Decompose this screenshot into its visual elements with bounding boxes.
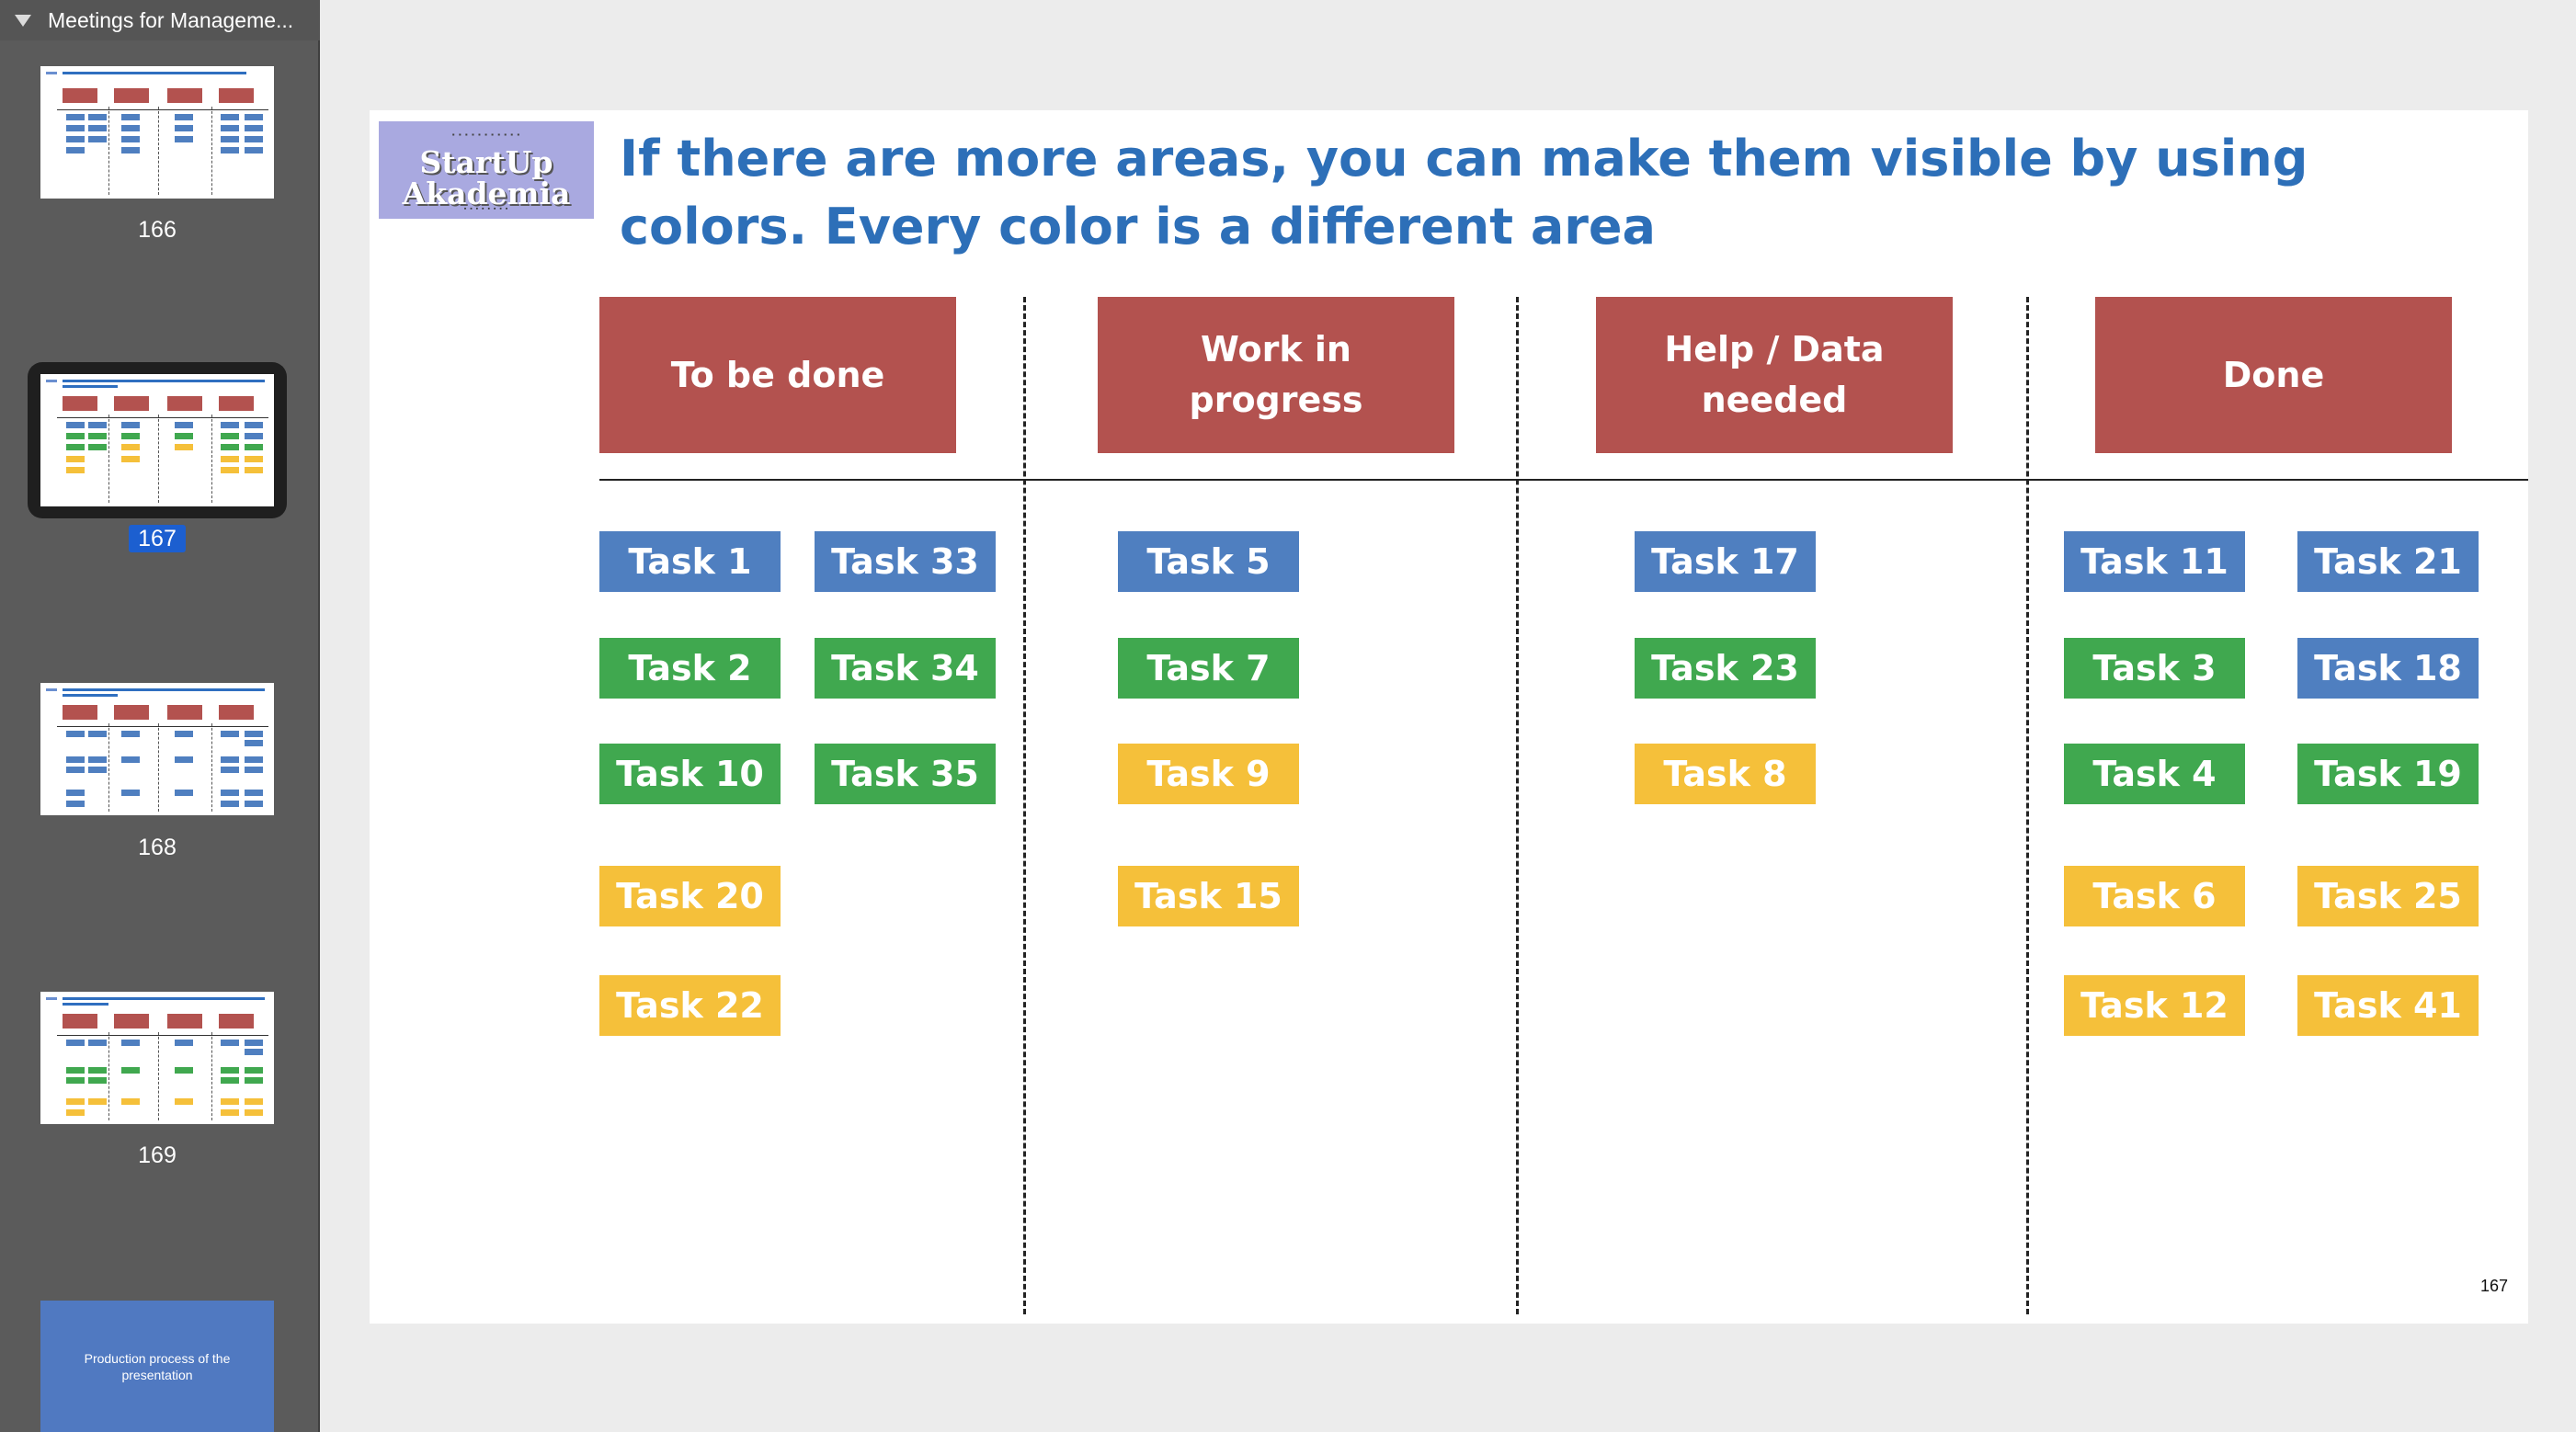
column-divider bbox=[2026, 297, 2029, 1314]
slide-title[interactable]: If there are more areas, you can make th… bbox=[620, 130, 2308, 256]
task-card[interactable]: Task 11 bbox=[2064, 531, 2245, 592]
slide-number-168[interactable]: 168 bbox=[138, 835, 177, 860]
logo-top-line: ▪ ▪ ▪ ▪ ▪ ▪ ▪ ▪ ▪ ▪ ▪ bbox=[451, 131, 521, 139]
column-divider bbox=[1516, 297, 1519, 1314]
task-card[interactable]: Task 20 bbox=[599, 866, 781, 926]
task-card[interactable]: Task 5 bbox=[1118, 531, 1299, 592]
task-card[interactable]: Task 18 bbox=[2297, 638, 2479, 699]
task-card[interactable]: Task 15 bbox=[1118, 866, 1299, 926]
column-divider bbox=[1023, 297, 1026, 1314]
task-card[interactable]: Task 7 bbox=[1118, 638, 1299, 699]
slide-number-169[interactable]: 169 bbox=[138, 1142, 177, 1168]
slide-number-167[interactable]: 167 bbox=[0, 525, 314, 552]
column-header-to-be-done[interactable]: To be done bbox=[599, 297, 956, 453]
task-card[interactable]: Task 2 bbox=[599, 638, 781, 699]
task-card[interactable]: Task 1 bbox=[599, 531, 781, 592]
header-divider-line bbox=[599, 479, 2528, 481]
slide-navigator: Meetings for Manageme... 166 bbox=[0, 0, 320, 1432]
task-card[interactable]: Task 34 bbox=[815, 638, 996, 699]
slide-thumbnail-167[interactable] bbox=[40, 374, 274, 506]
task-card[interactable]: Task 33 bbox=[815, 531, 996, 592]
presentation-title: Meetings for Manageme... bbox=[48, 7, 294, 32]
task-card[interactable]: Task 23 bbox=[1635, 638, 1816, 699]
task-card[interactable]: Task 4 bbox=[2064, 744, 2245, 804]
slide-thumbnail-169[interactable] bbox=[40, 992, 274, 1124]
slide-thumbnail-170[interactable]: Production process of the presentation bbox=[40, 1301, 274, 1432]
slide-canvas[interactable]: ▪ ▪ ▪ ▪ ▪ ▪ ▪ ▪ ▪ ▪ ▪ StartUp Akademia ▪… bbox=[370, 110, 2528, 1324]
thumbnail-text: Production process of the presentation bbox=[84, 1350, 231, 1382]
task-card[interactable]: Task 41 bbox=[2297, 975, 2479, 1036]
task-card[interactable]: Task 10 bbox=[599, 744, 781, 804]
slide-thumbnail-168[interactable] bbox=[40, 683, 274, 815]
disclosure-triangle-icon[interactable] bbox=[15, 14, 31, 27]
slide-number-166[interactable]: 166 bbox=[138, 217, 177, 243]
column-header-work-in-progress[interactable]: Work in progress bbox=[1098, 297, 1454, 453]
task-card[interactable]: Task 8 bbox=[1635, 744, 1816, 804]
task-card[interactable]: Task 19 bbox=[2297, 744, 2479, 804]
logo-bottom-line: ▪ ▪ ▪ ▪ ▪ ▪ ▪ ▪ bbox=[463, 206, 509, 212]
task-card[interactable]: Task 12 bbox=[2064, 975, 2245, 1036]
startup-akademia-logo: ▪ ▪ ▪ ▪ ▪ ▪ ▪ ▪ ▪ ▪ ▪ StartUp Akademia ▪… bbox=[379, 121, 594, 219]
task-card[interactable]: Task 35 bbox=[815, 744, 996, 804]
page-number: 167 bbox=[2479, 1277, 2508, 1295]
presentation-header[interactable]: Meetings for Manageme... bbox=[0, 0, 320, 40]
task-card[interactable]: Task 3 bbox=[2064, 638, 2245, 699]
task-card[interactable]: Task 22 bbox=[599, 975, 781, 1036]
task-card[interactable]: Task 25 bbox=[2297, 866, 2479, 926]
slide-thumbnail-166[interactable] bbox=[40, 66, 274, 199]
task-card[interactable]: Task 6 bbox=[2064, 866, 2245, 926]
column-header-help-data-needed[interactable]: Help / Data needed bbox=[1596, 297, 1953, 453]
logo-wordmark: StartUp Akademia bbox=[402, 144, 571, 211]
task-card[interactable]: Task 21 bbox=[2297, 531, 2479, 592]
task-card[interactable]: Task 9 bbox=[1118, 744, 1299, 804]
task-card[interactable]: Task 17 bbox=[1635, 531, 1816, 592]
column-header-done[interactable]: Done bbox=[2095, 297, 2452, 453]
